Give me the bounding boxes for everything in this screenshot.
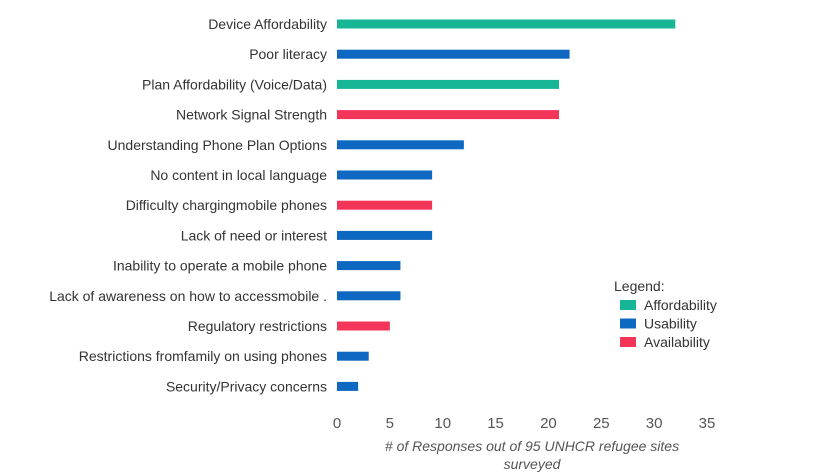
x-tick-label: 15 xyxy=(487,415,504,432)
x-tick-label: 25 xyxy=(593,415,610,432)
legend-label: Usability xyxy=(644,316,697,332)
legend-label: Affordability xyxy=(644,297,717,313)
x-axis-label-line-2: surveyed xyxy=(504,456,562,472)
x-axis-label-line-1: # of Responses out of 95 UNHCR refugee s… xyxy=(385,438,679,454)
x-tick-label: 30 xyxy=(646,415,663,432)
legend-label: Availability xyxy=(644,334,710,350)
category-label: Poor literacy xyxy=(249,46,327,62)
bar xyxy=(337,110,559,120)
x-axis-ticks: 0 5 10 15 20 25 30 35 xyxy=(333,415,716,432)
x-tick-label: 5 xyxy=(386,415,394,432)
bar xyxy=(337,230,433,240)
legend-title: Legend: xyxy=(614,278,665,294)
category-label: Understanding Phone Plan Options xyxy=(108,137,327,153)
x-tick-label: 0 xyxy=(333,415,341,432)
bar xyxy=(337,170,433,180)
bar xyxy=(337,321,390,331)
legend-swatch xyxy=(620,337,636,347)
category-label: Plan Affordability (Voice/Data) xyxy=(142,76,327,92)
bar xyxy=(337,381,359,391)
bar xyxy=(337,291,401,301)
legend: Legend: Affordability Usability Availabili… xyxy=(614,278,717,350)
x-tick-label: 10 xyxy=(434,415,451,432)
category-label: Device Affordability xyxy=(208,16,327,32)
legend-swatch xyxy=(620,318,636,329)
x-tick-label: 35 xyxy=(699,415,716,432)
category-label: Lack of awareness on how to accessmobile… xyxy=(49,288,327,304)
category-label: Security/Privacy concerns xyxy=(166,378,327,394)
legend-swatch xyxy=(620,300,636,310)
bar xyxy=(337,19,676,29)
bar xyxy=(337,49,570,59)
bar xyxy=(337,351,369,361)
bar xyxy=(337,79,559,89)
category-label: Inability to operate a mobile phone xyxy=(113,258,327,274)
bar xyxy=(337,200,433,210)
category-label: No content in local language xyxy=(150,167,327,183)
bars xyxy=(337,19,676,391)
category-labels: Device Affordability Poor literacy Plan Af… xyxy=(49,16,327,394)
bar xyxy=(337,261,401,271)
category-label: Restrictions fromfamily on using phones xyxy=(79,348,327,364)
bar xyxy=(337,140,464,150)
category-label: Regulatory restrictions xyxy=(188,318,327,334)
category-label: Lack of need or interest xyxy=(181,227,327,243)
category-label: Network Signal Strength xyxy=(176,107,327,123)
x-tick-label: 20 xyxy=(540,415,557,432)
category-label: Difficulty chargingmobile phones xyxy=(126,197,327,213)
